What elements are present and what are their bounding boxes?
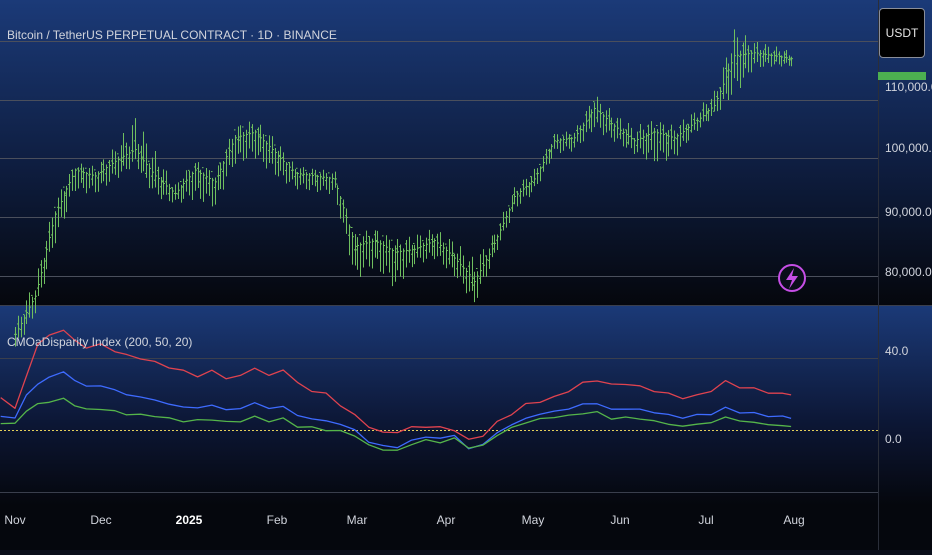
chart-title: Bitcoin / TetherUS PERPETUAL CONTRACT · … — [7, 28, 337, 42]
price-tick-label: 90,000.0 — [885, 205, 932, 219]
price-scale[interactable]: 110,000.0 100,000.0 90,000.0 80,000.0 — [885, 80, 932, 279]
indicator-series-green — [0, 397, 792, 451]
price-tick-label: 110,000.0 — [885, 80, 932, 94]
price-marker-bar — [878, 72, 926, 80]
indicator-tick-label: 40.0 — [885, 344, 909, 358]
price-tick-label: 80,000.0 — [885, 265, 932, 279]
time-axis-label: Feb — [267, 513, 288, 527]
time-axis-label: Mar — [347, 513, 368, 527]
indicator-title: CMOaDisparity Index (200, 50, 20) — [7, 335, 192, 349]
indicator-pane-background — [0, 305, 932, 505]
price-pane-background — [0, 0, 932, 305]
time-axis-label: May — [522, 513, 545, 527]
indicator-tick-label: 0.0 — [885, 432, 902, 446]
time-axis[interactable]: Nov Dec 2025 Feb Mar Apr May Jun Jul Aug — [4, 513, 804, 527]
time-axis-label: Apr — [437, 513, 456, 527]
indicator-series — [0, 329, 792, 451]
time-axis-label: Jul — [698, 513, 713, 527]
price-grid — [0, 41, 878, 277]
price-tick-label: 100,000.0 — [885, 141, 932, 155]
time-axis-label: Nov — [4, 513, 25, 527]
time-axis-label: Aug — [783, 513, 804, 527]
indicator-series-blue — [0, 371, 792, 450]
currency-button[interactable]: USDT — [879, 8, 925, 58]
price-bars — [14, 29, 793, 347]
time-axis-label: Dec — [90, 513, 111, 527]
indicator-series-red — [0, 329, 792, 440]
indicator-scale[interactable]: 40.0 0.0 — [885, 344, 909, 446]
time-axis-label: Jun — [610, 513, 629, 527]
lightning-icon[interactable] — [778, 264, 806, 292]
time-axis-background — [0, 505, 932, 550]
time-axis-label: 2025 — [176, 513, 203, 527]
